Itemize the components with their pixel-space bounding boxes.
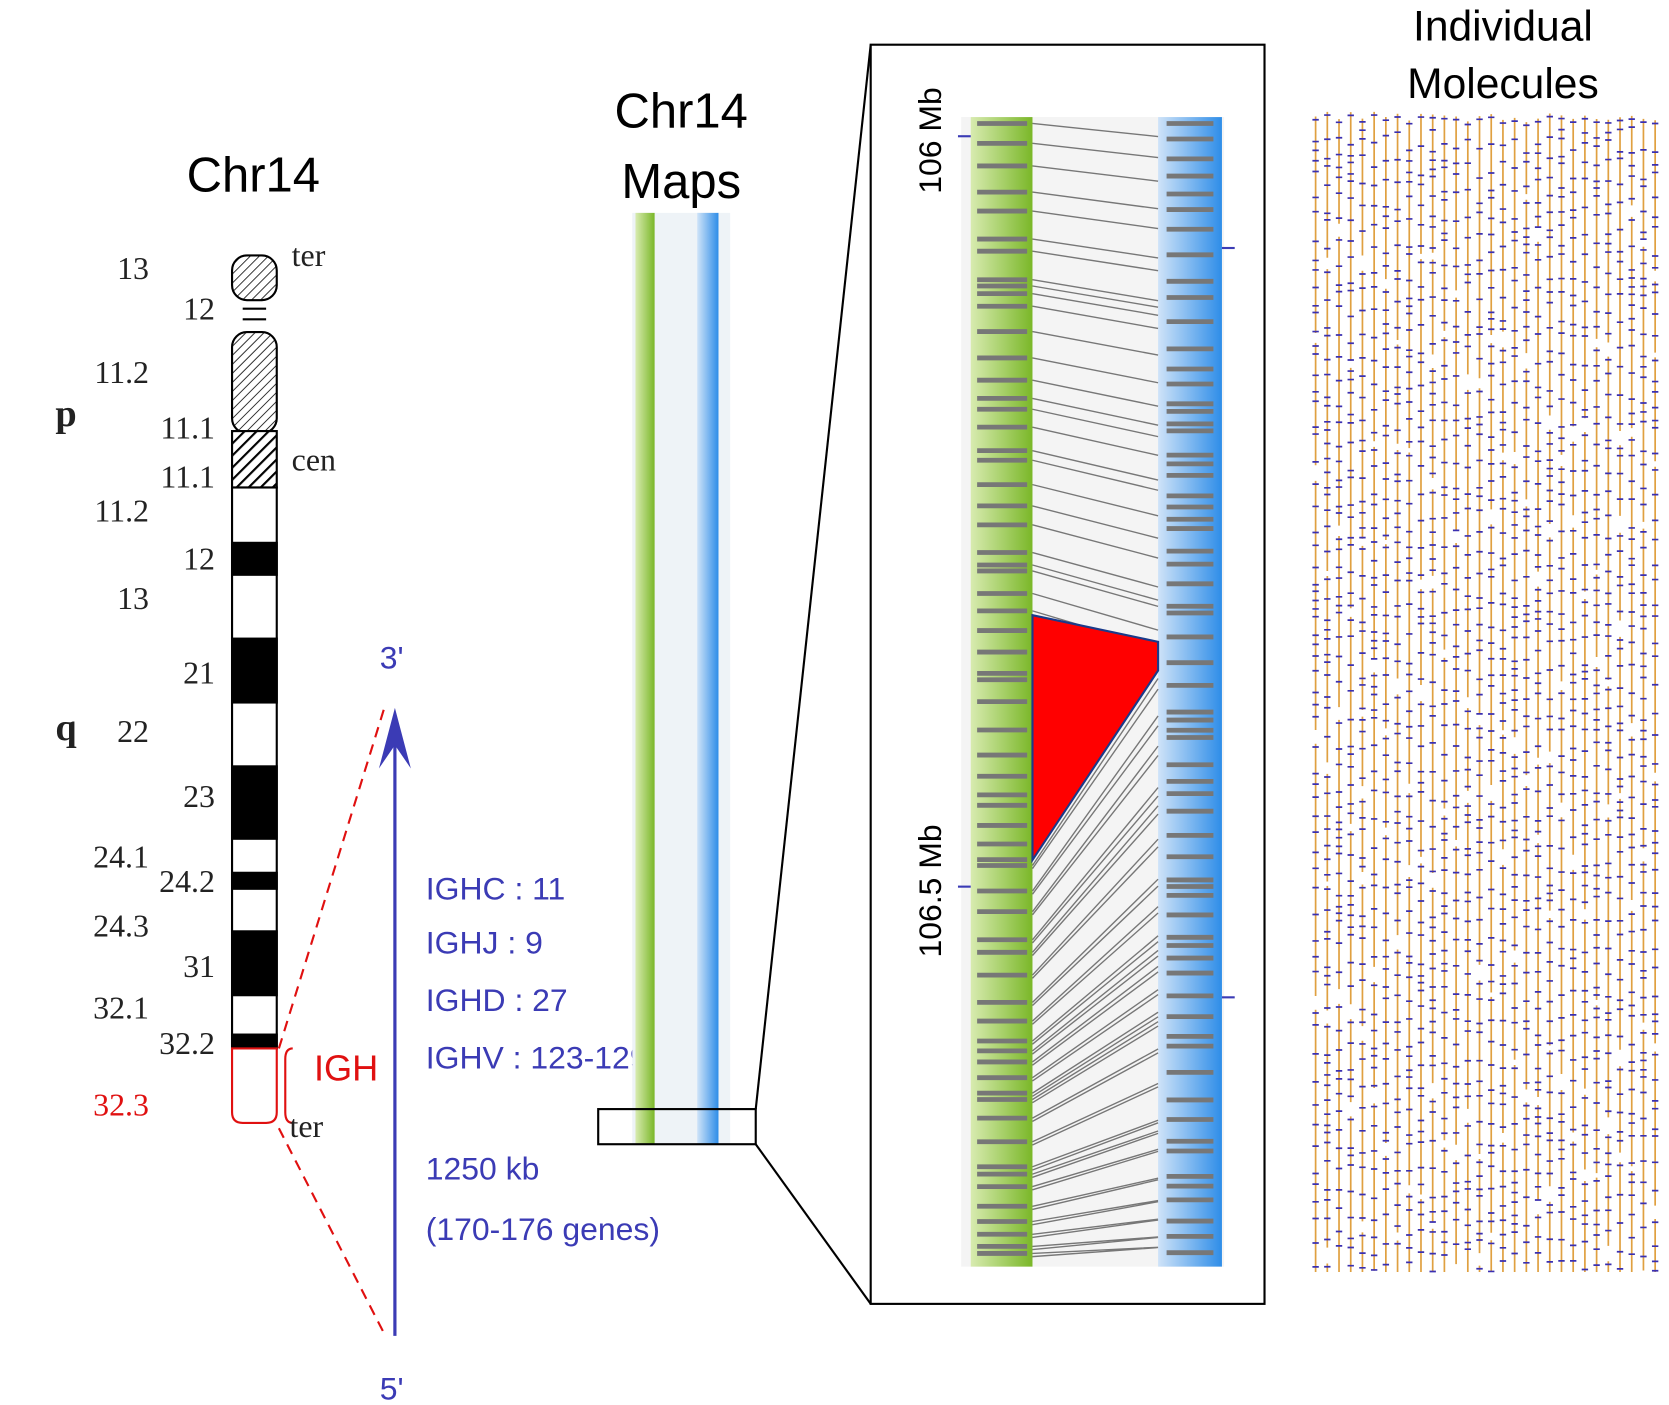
arrow-head [378, 707, 411, 769]
segment-label: IGHV : 123-129 [426, 1040, 648, 1076]
green-labels [977, 121, 1028, 1256]
band-label: 21 [183, 655, 215, 690]
band-label: 12 [183, 291, 215, 326]
band-label: 11.1 [160, 459, 215, 494]
molecule-labels [1312, 114, 1659, 1273]
segment-label: IGHC : 11 [426, 870, 566, 906]
maps-title: Chr14 [615, 85, 748, 139]
zoom-green [970, 117, 1033, 1267]
band-label: 11.2 [94, 494, 149, 529]
band-label: 11.2 [94, 355, 149, 390]
band [230, 765, 278, 840]
centromere [230, 430, 278, 489]
segment-label: IGHJ : 9 [426, 925, 543, 961]
alignment-gap [1031, 613, 1160, 864]
alignment-lines [1031, 122, 1159, 1258]
band-label: 32.1 [93, 991, 149, 1026]
blue-labels [1166, 121, 1214, 1256]
band-label: 32.3 [93, 1087, 149, 1122]
band [230, 1033, 278, 1050]
map-blue [697, 212, 719, 1145]
molecules-title: Individual [1413, 2, 1593, 50]
ter-label: ter [292, 238, 326, 273]
band-label: 13 [117, 581, 149, 616]
zoom-blue [1158, 117, 1222, 1267]
position-label: 106.5 Mb [912, 824, 948, 957]
band [230, 930, 278, 997]
size-label: 1250 kb [426, 1150, 540, 1186]
genes-label: (170-176 genes) [426, 1211, 660, 1247]
cen-label: cen [292, 442, 336, 477]
band-label: 11.1 [160, 411, 215, 446]
band [230, 871, 278, 890]
chr-title: Chr14 [187, 149, 320, 203]
zoom-line [754, 1143, 872, 1305]
maps-title: Maps [621, 155, 741, 209]
band-label: 32.2 [159, 1026, 215, 1061]
end-label: 5' [380, 1371, 404, 1405]
band-label: 12 [183, 541, 215, 576]
igh-bracket [284, 1047, 293, 1124]
band-label: 24.3 [93, 909, 149, 944]
ideogram [230, 254, 278, 1124]
zoom-line [754, 44, 872, 1110]
arm-label: p [55, 393, 76, 435]
ter-label: ter [290, 1109, 324, 1144]
band-label: 22 [117, 714, 149, 749]
zoom-line [277, 1127, 387, 1337]
band-p11 [230, 331, 278, 435]
band [230, 541, 278, 576]
band [230, 637, 278, 704]
zoom-line [277, 704, 387, 1049]
molecules [1312, 111, 1659, 1273]
map-selection [597, 1108, 757, 1146]
position-label: 106 Mb [912, 87, 948, 193]
zoom-decoration [977, 121, 1214, 1258]
band-label: 13 [117, 251, 149, 286]
segment-label: IGHD : 27 [426, 982, 568, 1018]
arm-label: q [55, 707, 76, 749]
band-q32-3 [230, 1047, 278, 1124]
band-label: 24.1 [93, 839, 149, 874]
molecules-title: Molecules [1407, 60, 1599, 108]
end-label: 3' [380, 639, 404, 675]
map-green [635, 212, 655, 1145]
region-label: IGH [314, 1047, 378, 1088]
molecule-lines [1314, 111, 1656, 1272]
band-p13 [230, 254, 278, 302]
band-label: 23 [183, 779, 215, 814]
band-label: 31 [183, 949, 215, 984]
band-label: 24.2 [159, 864, 215, 899]
